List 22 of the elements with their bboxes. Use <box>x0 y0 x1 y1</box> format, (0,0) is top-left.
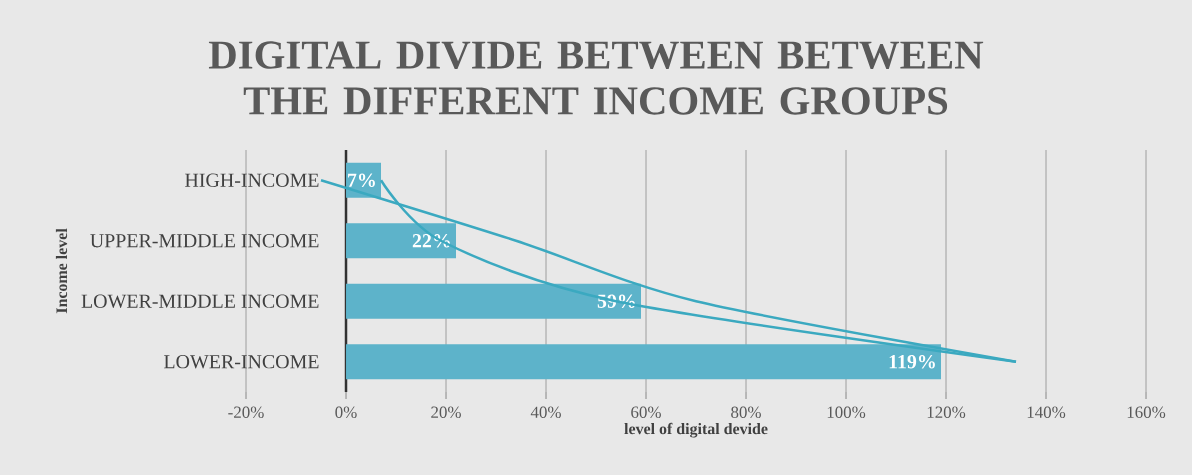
y-tick-label: LOWER-MIDDLE INCOME <box>81 294 319 308</box>
x-tick-label: 140% <box>1027 406 1066 418</box>
y-tick-label: UPPER-MIDDLE INCOME <box>90 234 319 248</box>
x-tick-label: 120% <box>927 406 966 418</box>
y-tick-label: HIGH-INCOME <box>185 173 319 187</box>
x-tick-label: 40% <box>530 406 561 418</box>
x-tick-label: 80% <box>731 406 761 418</box>
bar <box>346 223 457 259</box>
y-axis-title: Income level <box>55 228 68 314</box>
x-tick-label: 100% <box>827 406 866 418</box>
data-label: 7% <box>348 173 375 187</box>
bar <box>346 283 642 319</box>
y-tick-label: LOWER-INCOME <box>164 354 319 369</box>
chart-title: DIGITAL DIVIDE BETWEEN BETWEEN THE DIFFERENT INCOME GROUPS <box>208 41 984 115</box>
data-label: 119% <box>889 354 935 369</box>
bar <box>346 344 942 380</box>
x-tick-label: 160% <box>1127 406 1166 418</box>
x-tick-label: 0% <box>335 406 357 418</box>
x-tick-label: 20% <box>431 406 461 418</box>
x-axis-title: level of digital devide <box>624 422 768 438</box>
x-tick-label: 60% <box>631 406 661 418</box>
x-tick-label: -20% <box>228 406 264 418</box>
